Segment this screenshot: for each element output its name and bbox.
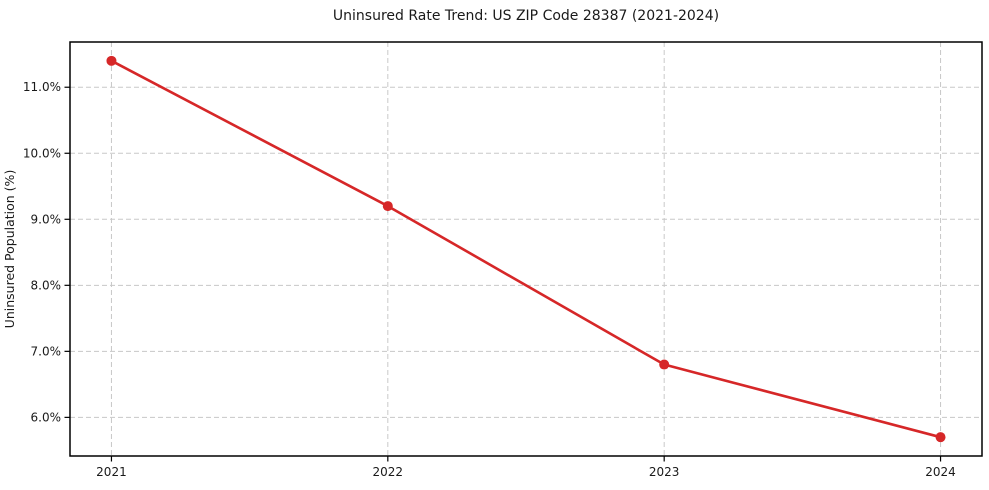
y-tick-label: 9.0%: [31, 212, 62, 226]
y-tick-label: 8.0%: [31, 278, 62, 292]
x-tick-label: 2024: [925, 465, 956, 479]
y-tick-label: 10.0%: [23, 146, 61, 160]
data-point: [106, 55, 117, 66]
plot-border: [69, 41, 983, 457]
x-tick-label: 2022: [373, 465, 404, 479]
x-tick-label: 2021: [96, 465, 127, 479]
data-point: [659, 359, 670, 370]
trend-line-series: [106, 55, 946, 443]
x-tick-label: 2023: [649, 465, 680, 479]
y-tick-label: 6.0%: [31, 410, 62, 424]
chart-title: Uninsured Rate Trend: US ZIP Code 28387 …: [333, 8, 719, 24]
data-point: [382, 201, 393, 212]
y-tick-label: 7.0%: [31, 344, 62, 358]
trend-line: [110, 59, 942, 439]
data-point: [935, 432, 946, 443]
grid-layer: [70, 42, 982, 456]
axis-layer: 6.0% 7.0% 8.0% 9.0% 10.0% 11.0% 2021 2022 2023 20…: [23, 41, 983, 479]
y-axis-label: Uninsured Population (%): [2, 170, 17, 329]
y-tick-label: 11.0%: [23, 80, 61, 94]
